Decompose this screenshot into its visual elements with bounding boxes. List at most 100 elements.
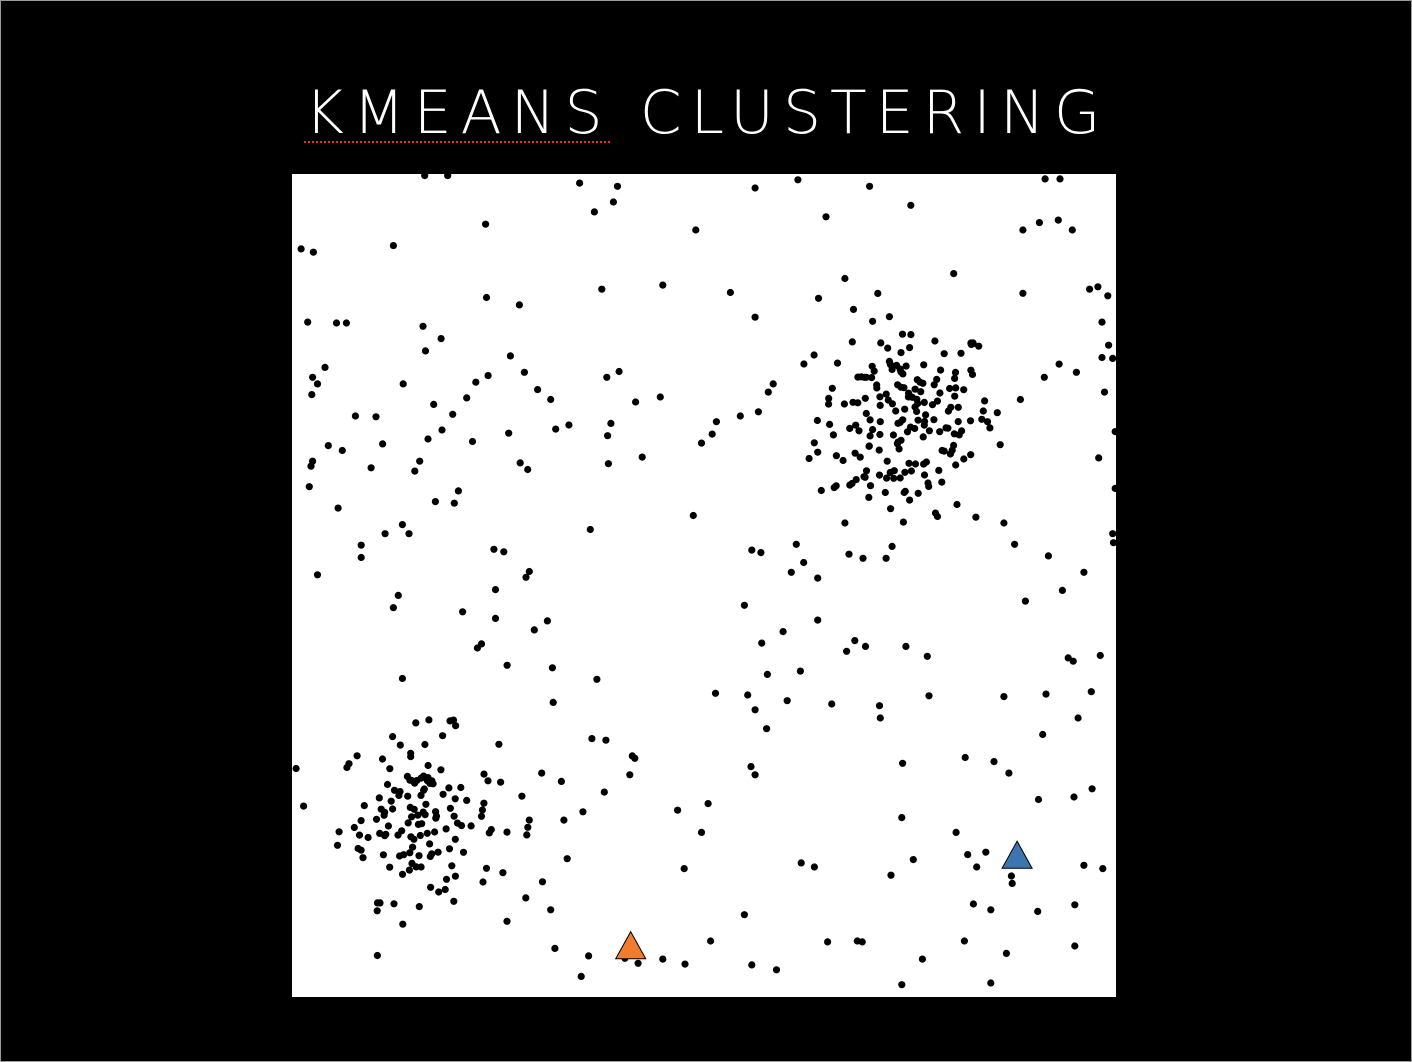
data-point [450, 812, 458, 820]
data-point [898, 814, 906, 822]
centroid-1-marker [614, 930, 647, 960]
data-point [382, 830, 390, 838]
data-point [900, 384, 908, 392]
data-point [600, 788, 608, 796]
data-point [418, 820, 426, 828]
data-point [851, 637, 859, 645]
data-point [893, 361, 901, 369]
data-point [602, 736, 610, 744]
data-point [936, 428, 944, 436]
data-point [726, 288, 734, 297]
data-point [817, 486, 825, 495]
data-point [990, 758, 998, 766]
data-point [628, 752, 636, 760]
centroid-2-marker [1001, 840, 1033, 869]
data-point [335, 828, 343, 836]
data-point [439, 790, 447, 798]
data-point [911, 403, 919, 411]
data-point [979, 407, 987, 415]
data-point [1070, 793, 1078, 801]
data-point [1008, 879, 1016, 888]
data-point [857, 373, 865, 381]
data-point [396, 852, 404, 860]
data-point [899, 518, 908, 526]
data-point [482, 864, 491, 872]
data-point [865, 442, 873, 450]
data-point [1088, 785, 1096, 793]
data-point [890, 474, 898, 482]
data-point [373, 907, 381, 915]
data-point [450, 897, 458, 905]
data-point [953, 500, 961, 509]
data-point [882, 390, 890, 398]
data-point [952, 461, 960, 469]
data-point [472, 378, 480, 386]
data-point [757, 549, 765, 557]
data-point [925, 427, 934, 435]
data-point [899, 370, 907, 378]
data-point [919, 433, 927, 441]
data-point [704, 800, 712, 808]
data-point [607, 419, 615, 427]
data-point [861, 642, 870, 650]
data-point [920, 471, 929, 479]
data-point [960, 455, 968, 463]
data-point [866, 432, 874, 440]
data-point [431, 498, 439, 506]
data-point [463, 796, 471, 805]
data-point [794, 176, 802, 184]
data-point [333, 841, 342, 849]
data-point [906, 344, 914, 352]
data-point [907, 467, 916, 475]
data-point [425, 716, 433, 724]
data-point [779, 628, 787, 636]
data-point [868, 362, 876, 370]
data-point [424, 761, 432, 770]
data-point [810, 863, 819, 871]
data-point [480, 799, 488, 807]
data-point [416, 457, 424, 465]
data-point [478, 806, 486, 814]
data-point [950, 270, 958, 278]
data-point [951, 374, 959, 382]
data-point [407, 753, 415, 761]
data-point [865, 493, 873, 501]
data-point [950, 441, 958, 449]
data-point [548, 664, 556, 672]
data-point [297, 245, 305, 253]
data-point [357, 846, 365, 854]
data-point [1111, 484, 1116, 492]
data-point [936, 389, 944, 397]
data-point [442, 825, 450, 833]
data-point [422, 800, 430, 808]
data-point [975, 342, 983, 350]
data-point [477, 812, 486, 820]
data-point [680, 865, 688, 873]
data-point [829, 431, 838, 439]
data-point [419, 808, 427, 816]
data-point [958, 427, 966, 435]
data-point [950, 430, 958, 438]
data-point [828, 384, 836, 392]
data-point [898, 330, 907, 338]
data-point [960, 937, 969, 945]
data-point [543, 617, 551, 625]
data-point [856, 453, 864, 461]
data-point [875, 702, 884, 710]
data-point [450, 499, 458, 507]
data-point [376, 829, 384, 838]
data-point [355, 831, 364, 839]
data-point [866, 182, 874, 190]
data-point [810, 439, 818, 447]
data-point [938, 446, 946, 455]
data-point [901, 487, 909, 495]
scatter-plot-svg [292, 174, 1116, 989]
data-point [855, 427, 863, 435]
data-point [396, 788, 404, 796]
data-point [506, 352, 514, 360]
data-point [876, 430, 884, 439]
data-point [350, 823, 358, 832]
data-point [907, 331, 915, 339]
data-point [697, 828, 706, 837]
data-point [308, 391, 316, 399]
